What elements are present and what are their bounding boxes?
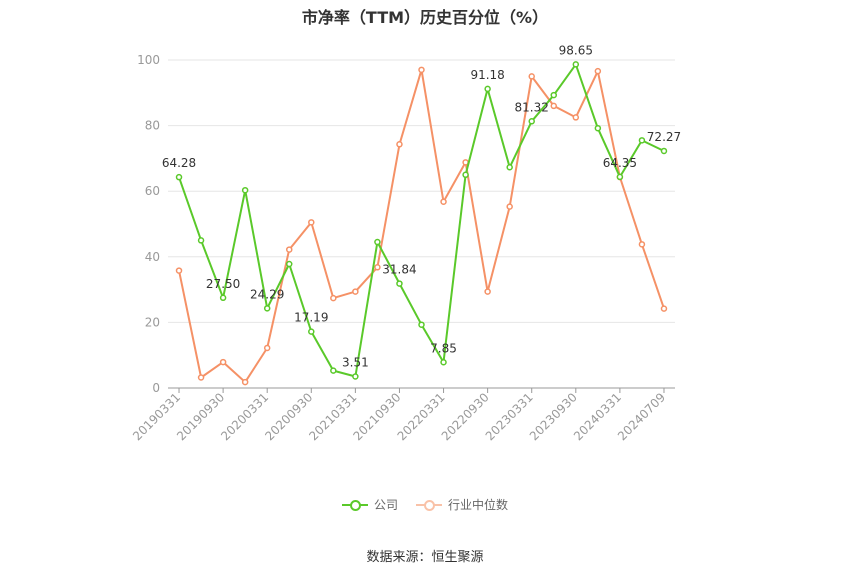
data-point (638, 137, 646, 144)
legend-marker-company (341, 498, 368, 512)
data-point (219, 294, 227, 302)
data-point (506, 164, 513, 171)
data-point (263, 305, 271, 312)
data-point (308, 328, 315, 335)
data-point (572, 114, 580, 121)
legend: 公司 行业中位数 (0, 496, 850, 513)
data-point (241, 378, 249, 386)
data-label: 91.18 (470, 68, 504, 82)
data-point (197, 237, 205, 244)
x-tick-label: 20240709 (615, 390, 668, 443)
data-point (660, 147, 668, 155)
legend-item-industry-median[interactable]: 行业中位数 (416, 496, 508, 513)
chart-title: 市净率（TTM）历史百分位（%） (301, 8, 549, 27)
y-tick-label: 20 (145, 315, 160, 329)
legend-item-company[interactable]: 公司 (341, 496, 398, 513)
data-point (462, 171, 469, 179)
legend-label-company: 公司 (373, 498, 398, 512)
data-label: 27.50 (206, 277, 240, 291)
data-point (616, 173, 624, 181)
data-point (308, 219, 315, 226)
y-tick-label: 80 (145, 119, 160, 133)
data-point (374, 264, 381, 271)
data-point (440, 198, 447, 205)
data-label: 24.29 (250, 287, 284, 301)
data-point (396, 280, 403, 287)
data-point (572, 61, 580, 68)
data-point (352, 288, 359, 295)
data-label: 7.85 (430, 341, 457, 355)
data-label: 64.28 (162, 156, 196, 170)
data-point (396, 141, 403, 148)
data-label: 72.27 (647, 130, 681, 144)
data-point (418, 321, 425, 328)
data-point (484, 288, 491, 295)
data-point (219, 358, 227, 366)
data-point (418, 66, 425, 74)
data-point (594, 124, 602, 132)
data-point (594, 67, 602, 75)
data-point (352, 373, 359, 380)
data-point (528, 118, 535, 125)
data-point (285, 246, 293, 253)
data-point (197, 374, 205, 381)
data-label: 81.32 (515, 100, 549, 114)
data-label: 98.65 (559, 43, 593, 57)
legend-label-industry-median: 行业中位数 (448, 498, 509, 512)
data-label: 64.35 (603, 156, 637, 170)
data-point (550, 91, 558, 99)
legend-marker-industry-median (416, 498, 442, 512)
y-tick-label: 60 (145, 184, 160, 198)
data-point (175, 267, 183, 274)
data-point (330, 367, 337, 374)
data-point (660, 305, 668, 312)
data-point (506, 203, 513, 210)
data-label: 17.19 (294, 311, 328, 325)
data-label: 3.51 (342, 355, 369, 369)
data-point (550, 102, 558, 110)
data-point (440, 359, 447, 366)
y-tick-label: 40 (145, 250, 160, 264)
data-point (528, 73, 535, 80)
y-tick-label: 100 (137, 53, 160, 67)
series-line-company (178, 63, 665, 378)
data-source: 数据来源：恒生聚源 (366, 550, 484, 565)
data-point (285, 260, 293, 268)
data-point (374, 238, 381, 246)
data-point (638, 241, 646, 248)
data-point (241, 186, 249, 194)
line-chart: 0204060801002019033120190930202003312020… (130, 43, 681, 443)
data-point (175, 173, 183, 181)
data-point (484, 85, 491, 93)
y-tick-label: 0 (152, 381, 160, 395)
data-label: 31.84 (382, 263, 416, 277)
data-point (263, 344, 271, 352)
data-point (330, 294, 337, 302)
